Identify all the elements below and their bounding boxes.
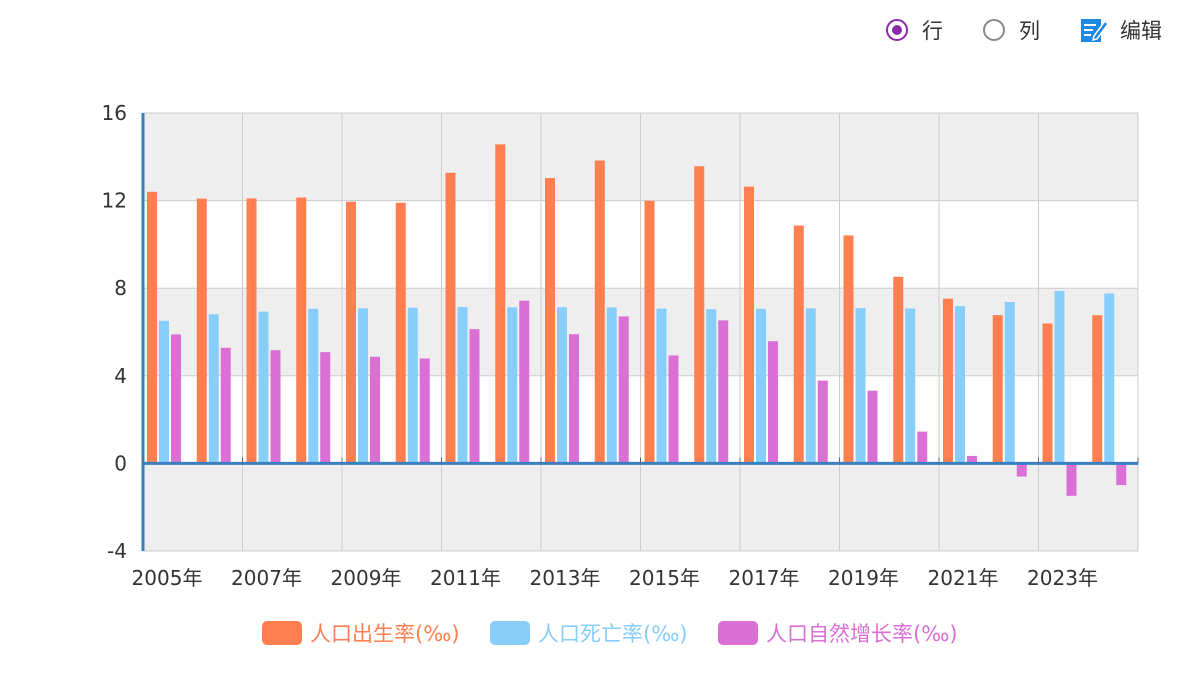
- bar-2: [358, 308, 368, 464]
- bar-3: [967, 455, 977, 464]
- x-tick-label: 2023年: [1027, 566, 1098, 590]
- bar-2: [1004, 301, 1015, 464]
- bar-1: [744, 186, 754, 464]
- bar-1: [793, 225, 804, 464]
- axes: -4 0 4 8 12 16 2005年 2007年 2009年 2011年 2013年 2015年 2…: [102, 101, 1139, 590]
- column-radio-icon[interactable]: [983, 19, 1005, 41]
- column-option[interactable]: 列: [983, 15, 1040, 45]
- bar-1: [1092, 315, 1103, 464]
- bar-2: [756, 308, 766, 464]
- row-option[interactable]: 行: [886, 15, 943, 45]
- bar-1: [495, 144, 506, 464]
- bar-1: [1042, 323, 1053, 464]
- bar-2: [258, 311, 269, 464]
- bar-2: [208, 314, 219, 464]
- bar-2: [159, 320, 169, 464]
- edit-icon: [1081, 19, 1108, 42]
- legend-label: 人口自然增长率(‰): [766, 622, 958, 646]
- bar-2: [507, 307, 518, 464]
- legend: 人口出生率(‰) 人口死亡率(‰) 人口自然增长率(‰): [262, 621, 958, 646]
- y-tick-label: 12: [102, 189, 127, 213]
- bar-2: [407, 307, 418, 464]
- bar-3: [768, 341, 778, 464]
- y-tick-label: -4: [107, 539, 127, 563]
- bar-2: [805, 308, 816, 464]
- bar-1: [893, 276, 904, 464]
- bar-3: [270, 350, 281, 464]
- bar-3: [917, 431, 928, 464]
- x-tick-label: 2019年: [828, 566, 899, 590]
- bar-2: [706, 309, 717, 464]
- y-tick-label: 0: [114, 451, 127, 475]
- bar-1: [843, 235, 854, 464]
- bar-3: [220, 347, 231, 464]
- bar-1: [445, 172, 456, 464]
- legend-swatch: [490, 621, 530, 645]
- bar-1: [545, 178, 555, 464]
- x-tick-label: 2011年: [430, 566, 501, 590]
- column-option-label: 列: [1019, 19, 1040, 43]
- bar-3: [320, 352, 331, 464]
- bars: [147, 144, 1127, 496]
- legend-swatch: [718, 621, 758, 645]
- bar-3: [618, 316, 629, 464]
- bar-2: [1104, 293, 1115, 464]
- x-tick-label: 2009年: [331, 566, 402, 590]
- x-tick-label: 2013年: [530, 566, 601, 590]
- bar-3: [867, 390, 878, 464]
- y-tick-label: 8: [114, 276, 127, 300]
- row-radio-icon[interactable]: [886, 19, 908, 41]
- bar-2: [905, 308, 916, 464]
- bar-1: [644, 200, 655, 464]
- legend-label: 人口死亡率(‰): [538, 622, 688, 646]
- bar-3: [1016, 463, 1027, 477]
- legend-item: 人口自然增长率(‰): [718, 621, 958, 646]
- bar-3: [171, 334, 181, 464]
- bar-3: [370, 356, 380, 464]
- legend-item: 人口死亡率(‰): [490, 621, 688, 646]
- bar-3: [718, 320, 729, 464]
- bar-2: [557, 307, 567, 464]
- bar-3: [519, 300, 530, 464]
- bar-2: [656, 308, 667, 464]
- bar-1: [943, 298, 953, 464]
- bar-1: [296, 197, 307, 464]
- edit-button[interactable]: 编辑: [1080, 15, 1162, 45]
- x-tick-label: 2017年: [729, 566, 800, 590]
- bar-2: [308, 308, 319, 464]
- bar-3: [668, 355, 679, 464]
- x-tick-label: 2021年: [928, 566, 999, 590]
- bar-2: [855, 308, 866, 464]
- bar-1: [594, 160, 605, 464]
- x-tick-label: 2005年: [132, 566, 203, 590]
- bar-3: [469, 329, 480, 464]
- legend-item: 人口出生率(‰): [262, 621, 460, 646]
- bar-2: [1054, 291, 1065, 464]
- bar-1: [694, 166, 705, 464]
- x-tick-label: 2007年: [231, 566, 302, 590]
- x-tick-label: 2015年: [629, 566, 700, 590]
- bar-3: [817, 380, 828, 464]
- row-option-label: 行: [922, 19, 943, 43]
- legend-swatch: [262, 621, 302, 645]
- bar-1: [395, 202, 406, 464]
- bar-1: [346, 201, 356, 464]
- y-tick-label: 4: [114, 364, 127, 388]
- bar-1: [196, 198, 207, 464]
- y-tick-label: 16: [102, 101, 127, 125]
- edit-label: 编辑: [1120, 19, 1162, 43]
- chart-toolbar: 行 列 编辑: [846, 14, 1162, 46]
- legend-label: 人口出生率(‰): [310, 622, 460, 646]
- bar-2: [955, 306, 965, 464]
- bar-1: [246, 198, 257, 464]
- bar-1: [992, 315, 1003, 464]
- bar-3: [419, 358, 430, 464]
- bar-3: [1066, 463, 1077, 496]
- bar-3: [1116, 463, 1127, 486]
- bar-1: [147, 191, 157, 464]
- bar-3: [569, 334, 579, 464]
- bar-2: [606, 307, 617, 464]
- bar-2: [457, 307, 468, 464]
